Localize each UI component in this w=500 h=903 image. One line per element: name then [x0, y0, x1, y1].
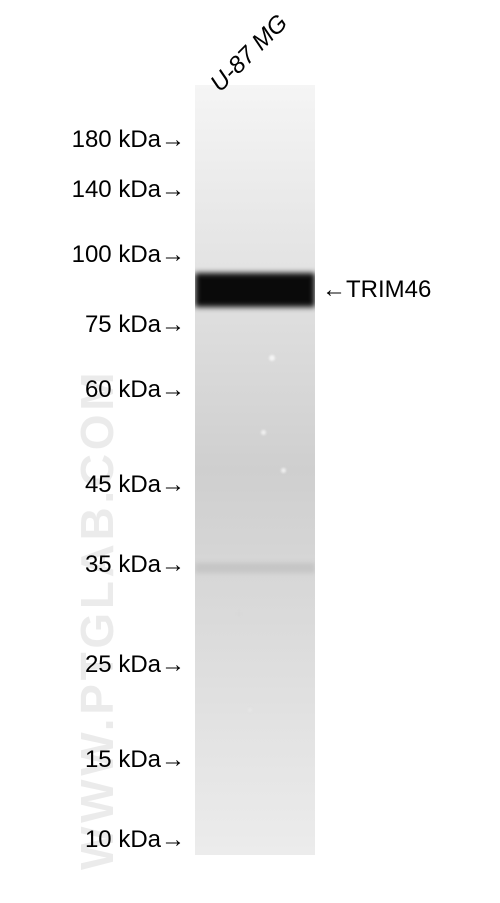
mw-marker: 45 kDa — [85, 471, 185, 499]
mw-marker: 35 kDa — [85, 551, 185, 579]
blot-speck — [237, 612, 241, 616]
mw-marker: 75 kDa — [85, 311, 185, 339]
faint-band — [195, 563, 315, 573]
target-band — [195, 273, 315, 307]
blot-lane — [195, 85, 315, 855]
mw-marker: 25 kDa — [85, 651, 185, 679]
mw-marker: 15 kDa — [85, 746, 185, 774]
blot-speck — [261, 430, 266, 435]
watermark: WWW.PTGLAB.COM — [70, 369, 124, 870]
mw-marker: 10 kDa — [85, 826, 185, 854]
mw-marker: 180 kDa — [72, 126, 185, 154]
mw-marker: 140 kDa — [72, 176, 185, 204]
blot-speck — [248, 708, 252, 712]
mw-marker: 100 kDa — [72, 241, 185, 269]
target-arrow: TRIM46 — [322, 276, 431, 304]
mw-marker: 60 kDa — [85, 376, 185, 404]
target-label: TRIM46 — [346, 276, 431, 303]
blot-background — [195, 85, 315, 855]
